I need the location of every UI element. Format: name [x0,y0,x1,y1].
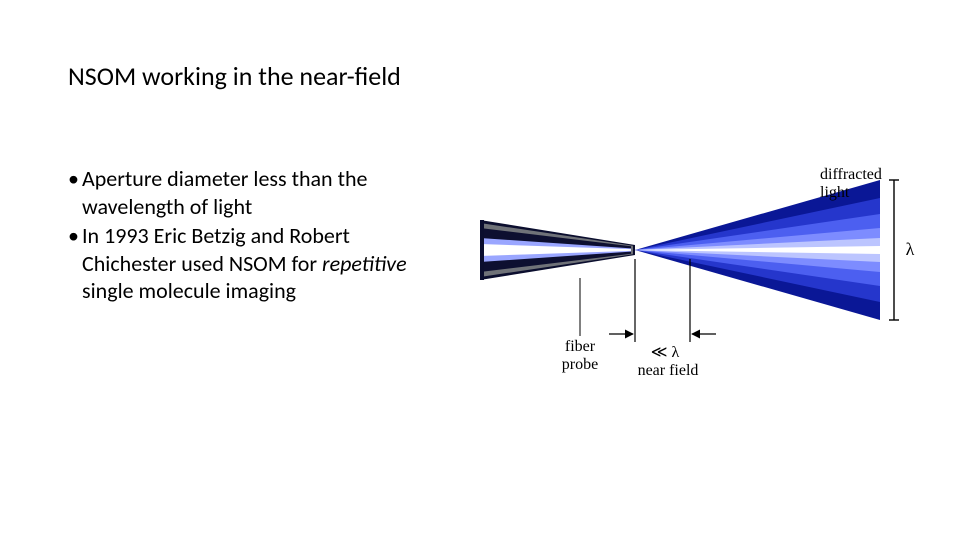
bullet-list: • Aperture diameter less than the wavele… [68,165,438,307]
diffracted-light-label: diffractedlight [820,166,900,201]
fiber-probe-label: fiberprobe [550,338,610,373]
bullet-text: Aperture diameter less than the waveleng… [82,165,438,220]
slide-title: NSOM working in the near-field [68,60,401,92]
ll-lambda-label: ≪ λ [630,344,700,362]
list-item: • In 1993 Eric Betzig and Robert Chiches… [68,222,438,305]
bullet-dot-icon: • [68,222,82,250]
lambda-label: λ [900,240,920,260]
nsom-diagram: diffractedlight fiberprobe ≪ λ near fiel… [480,170,920,400]
list-item: • Aperture diameter less than the wavele… [68,165,438,220]
near-field-label: near field [628,362,708,380]
bullet-dot-icon: • [68,165,82,193]
bullet-text: In 1993 Eric Betzig and Robert Chicheste… [82,222,438,305]
